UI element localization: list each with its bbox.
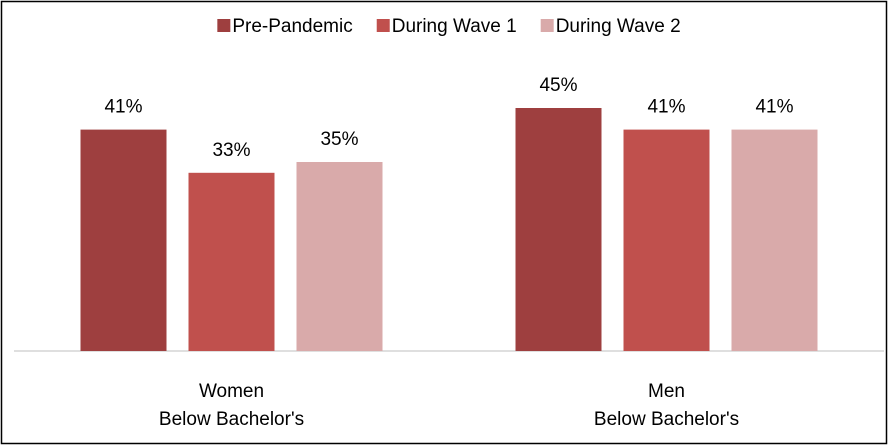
bar [623, 129, 710, 351]
legend-label: Pre-Pandemic [232, 16, 352, 37]
data-label: 41% [755, 97, 793, 118]
legend-swatch [376, 19, 390, 32]
legend-swatch [217, 19, 231, 32]
data-label: 41% [104, 97, 142, 118]
x-tick-label: Women Below Bachelor's [158, 381, 305, 430]
data-label: 33% [212, 140, 250, 161]
bar [80, 129, 167, 351]
bar [731, 129, 818, 351]
data-label: 45% [539, 75, 577, 96]
data-label: 35% [320, 129, 358, 150]
legend-swatch [540, 19, 554, 32]
legend-label: During Wave 2 [556, 16, 681, 37]
bar [188, 172, 275, 351]
legend-label: During Wave 1 [392, 16, 517, 37]
data-label: 41% [647, 97, 685, 118]
x-tick-label: Men Below Bachelor's [593, 381, 740, 430]
bar [296, 162, 383, 351]
bar [515, 108, 602, 351]
